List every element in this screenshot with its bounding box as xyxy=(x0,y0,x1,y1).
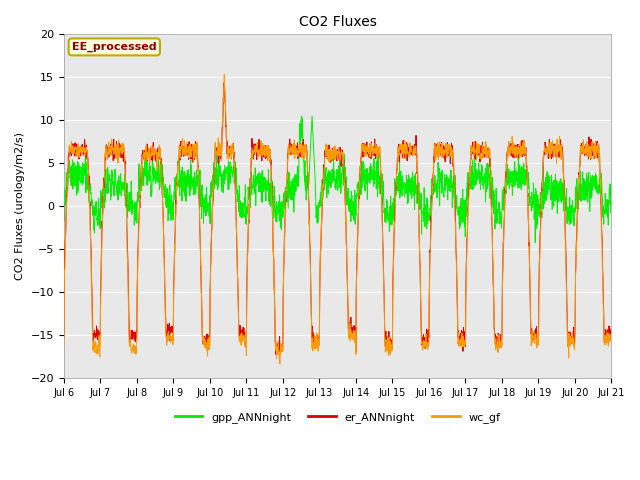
wc_gf xyxy=(559,177,567,183)
gpp_ANNnight xyxy=(212,161,220,167)
Text: EE_processed: EE_processed xyxy=(72,42,157,52)
gpp_ANNnight xyxy=(559,181,567,187)
er_ANNnight xyxy=(212,147,220,153)
er_ANNnight xyxy=(575,183,582,189)
gpp_ANNnight xyxy=(575,187,582,192)
Line: er_ANNnight: er_ANNnight xyxy=(64,82,611,354)
gpp_ANNnight xyxy=(354,182,362,188)
gpp_ANNnight xyxy=(497,215,504,221)
Title: CO2 Fluxes: CO2 Fluxes xyxy=(299,15,376,29)
er_ANNnight xyxy=(272,351,280,357)
wc_gf xyxy=(366,151,374,157)
Line: gpp_ANNnight: gpp_ANNnight xyxy=(64,116,611,242)
er_ANNnight xyxy=(354,233,362,239)
er_ANNnight xyxy=(366,155,374,161)
wc_gf xyxy=(60,344,68,349)
wc_gf xyxy=(212,150,220,156)
wc_gf xyxy=(276,361,284,367)
er_ANNnight xyxy=(220,79,228,85)
gpp_ANNnight xyxy=(365,176,373,182)
gpp_ANNnight xyxy=(607,204,615,210)
er_ANNnight xyxy=(60,336,68,341)
Line: wc_gf: wc_gf xyxy=(64,74,611,364)
Legend: gpp_ANNnight, er_ANNnight, wc_gf: gpp_ANNnight, er_ANNnight, wc_gf xyxy=(170,408,505,427)
wc_gf xyxy=(497,339,505,345)
wc_gf xyxy=(354,233,362,239)
wc_gf xyxy=(607,339,615,345)
er_ANNnight xyxy=(497,337,505,343)
gpp_ANNnight xyxy=(308,113,316,119)
gpp_ANNnight xyxy=(60,212,68,218)
wc_gf xyxy=(220,72,228,77)
er_ANNnight xyxy=(559,169,567,175)
er_ANNnight xyxy=(607,324,615,330)
Y-axis label: CO2 Fluxes (urology/m2/s): CO2 Fluxes (urology/m2/s) xyxy=(15,132,25,280)
gpp_ANNnight xyxy=(531,240,539,245)
wc_gf xyxy=(575,176,582,181)
